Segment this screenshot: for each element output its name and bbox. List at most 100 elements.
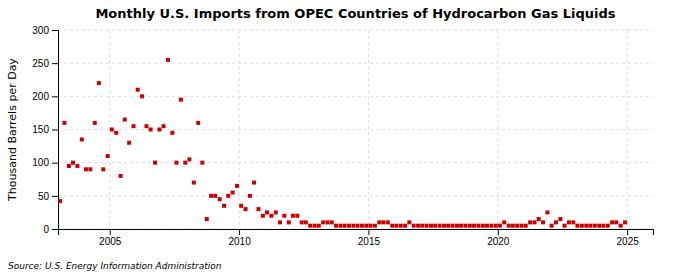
- x-tick-label: 2010: [228, 236, 251, 247]
- x-tick: 2020: [487, 229, 510, 247]
- y-axis-title: Thousand Barrels per Day: [6, 58, 19, 202]
- point: [494, 224, 498, 228]
- point: [619, 224, 623, 228]
- point: [433, 224, 437, 228]
- plot-area: 20052010201520202025050100150200250300: [32, 25, 653, 247]
- point: [584, 224, 588, 228]
- point: [364, 224, 368, 228]
- point: [213, 194, 217, 198]
- point: [80, 137, 84, 141]
- y-grid-line: [58, 30, 653, 31]
- point: [149, 128, 153, 132]
- point: [597, 224, 601, 228]
- point: [110, 128, 114, 132]
- point: [563, 224, 567, 228]
- point: [330, 220, 334, 224]
- point: [528, 220, 532, 224]
- point: [261, 214, 265, 218]
- point: [571, 220, 575, 224]
- x-axis-line: [59, 230, 654, 236]
- point: [601, 224, 605, 228]
- y-tick-mark: [52, 30, 58, 31]
- point: [326, 220, 330, 224]
- y-tick-label: 100: [32, 157, 49, 168]
- point: [588, 224, 592, 228]
- y-tick-mark: [52, 63, 58, 64]
- y-tick-mark: [52, 130, 58, 131]
- y-axis-line: [52, 31, 59, 230]
- y-axis: 050100150200250300: [32, 25, 58, 235]
- y-tick-label: 250: [32, 58, 49, 69]
- point: [507, 224, 511, 228]
- point: [386, 220, 390, 224]
- point: [498, 224, 502, 228]
- point: [136, 88, 140, 92]
- point: [567, 220, 571, 224]
- point: [412, 224, 416, 228]
- y-grid-line: [58, 129, 653, 130]
- point: [119, 174, 123, 178]
- point: [446, 224, 450, 228]
- point: [468, 224, 472, 228]
- y-grid-line: [58, 63, 653, 64]
- x-tick-mark: [110, 229, 111, 235]
- y-tick: 200: [32, 91, 58, 102]
- y-tick: 300: [32, 25, 58, 36]
- y-grid-line: [58, 162, 653, 163]
- point: [248, 194, 252, 198]
- point: [127, 141, 131, 145]
- point: [377, 220, 381, 224]
- point: [356, 224, 360, 228]
- point: [106, 154, 110, 158]
- point: [166, 58, 170, 62]
- point: [463, 224, 467, 228]
- point: [308, 224, 312, 228]
- x-axis: 20052010201520202025: [59, 229, 654, 247]
- chart: 20052010201520202025050100150200250300Mo…: [0, 0, 675, 275]
- point: [218, 197, 222, 201]
- point: [58, 199, 62, 203]
- point: [274, 210, 278, 214]
- point: [300, 220, 304, 224]
- point: [623, 220, 627, 224]
- point: [304, 220, 308, 224]
- x-tick-label: 2025: [617, 236, 640, 247]
- point: [287, 220, 291, 224]
- point: [269, 214, 273, 218]
- point: [93, 121, 97, 125]
- point: [235, 184, 239, 188]
- y-tick: 150: [32, 124, 58, 135]
- y-tick: 0: [43, 224, 58, 235]
- point: [157, 128, 161, 132]
- x-tick: 2015: [358, 229, 381, 247]
- point: [580, 224, 584, 228]
- point: [459, 224, 463, 228]
- x-tick-mark: [627, 229, 628, 235]
- point: [114, 131, 118, 135]
- point: [231, 191, 235, 195]
- point: [545, 210, 549, 214]
- point: [455, 224, 459, 228]
- point: [222, 204, 226, 208]
- y-tick-mark: [52, 229, 58, 230]
- point: [533, 220, 537, 224]
- x-grid-line: [368, 30, 369, 229]
- point: [291, 214, 295, 218]
- point: [239, 204, 243, 208]
- point: [209, 194, 213, 198]
- point: [170, 131, 174, 135]
- point: [606, 224, 610, 228]
- point: [407, 220, 411, 224]
- point: [196, 121, 200, 125]
- point: [481, 224, 485, 228]
- point: [162, 124, 166, 128]
- point: [278, 220, 282, 224]
- point: [282, 214, 286, 218]
- y-tick-label: 200: [32, 91, 49, 102]
- point: [520, 224, 524, 228]
- point: [265, 210, 269, 214]
- point: [140, 94, 144, 98]
- point: [144, 124, 148, 128]
- point: [399, 224, 403, 228]
- point: [174, 161, 178, 165]
